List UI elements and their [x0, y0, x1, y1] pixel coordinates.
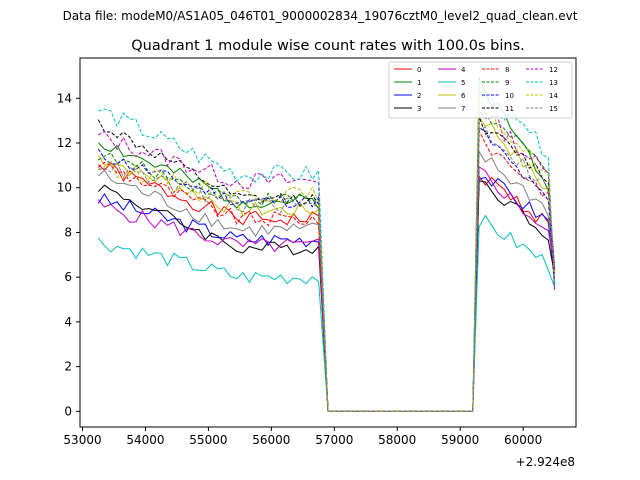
legend-label: 4 — [461, 66, 466, 74]
legend-box — [388, 61, 573, 119]
y-tick-label: 0 — [64, 404, 72, 418]
legend-label: 5 — [461, 79, 465, 87]
legend-label: 6 — [461, 92, 466, 100]
legend-label: 10 — [505, 92, 514, 100]
y-tick-label: 8 — [64, 225, 72, 239]
legend-label: 14 — [549, 92, 558, 100]
legend-label: 0 — [417, 66, 421, 74]
legend-label: 2 — [417, 92, 421, 100]
x-tick-label: 58000 — [378, 433, 416, 447]
y-tick-label: 6 — [64, 270, 72, 284]
legend-label: 7 — [461, 105, 465, 113]
series-line-6 — [97, 114, 556, 412]
series-line-2 — [97, 176, 556, 412]
x-tick-label: 54000 — [126, 433, 164, 447]
legend-label: 13 — [549, 79, 558, 87]
y-tick-label: 14 — [57, 91, 72, 105]
legend-label: 3 — [417, 105, 421, 113]
chart-title: Quadrant 1 module wise count rates with … — [131, 38, 525, 54]
series-line-4 — [97, 166, 556, 412]
legend-label: 8 — [505, 66, 509, 74]
x-axis: 53000 54000 55000 56000 57000 58000 59000 60000 — [63, 427, 542, 447]
y-tick-label: 4 — [64, 315, 72, 329]
y-tick-label: 2 — [64, 360, 72, 374]
series-line-7 — [97, 150, 556, 412]
series-line-3 — [97, 180, 556, 412]
legend-label: 11 — [505, 105, 514, 113]
series-line-13 — [98, 87, 556, 412]
series-line-10 — [97, 126, 556, 412]
x-tick-label: 60000 — [504, 433, 542, 447]
x-tick-label: 59000 — [441, 433, 479, 447]
series-line-0 — [97, 162, 556, 412]
series-line-9 — [98, 111, 556, 412]
x-tick-label: 56000 — [252, 433, 290, 447]
plot-frame — [79, 57, 577, 428]
series-line-8 — [97, 130, 556, 412]
legend-label: 12 — [549, 66, 558, 74]
x-tick-label: 53000 — [63, 433, 101, 447]
x-tick-label: 57000 — [315, 433, 353, 447]
series-line-11 — [97, 116, 556, 412]
legend-label: 9 — [505, 79, 509, 87]
y-tick-label: 10 — [57, 181, 72, 195]
x-tick-label: 55000 — [189, 433, 227, 447]
legend-label: 1 — [417, 79, 421, 87]
series-line-5 — [97, 214, 556, 412]
y-tick-label: 12 — [57, 136, 72, 150]
file-header: Data file: modeM0/AS1A05_046T01_90000028… — [63, 9, 578, 23]
y-axis: 0 2 4 6 8 10 12 14 — [57, 91, 80, 418]
x-offset-label: +2.924e8 — [516, 455, 575, 469]
series-line-12 — [98, 109, 556, 412]
series-layer — [97, 77, 556, 412]
series-line-14 — [98, 95, 556, 412]
legend-label: 15 — [549, 105, 558, 113]
